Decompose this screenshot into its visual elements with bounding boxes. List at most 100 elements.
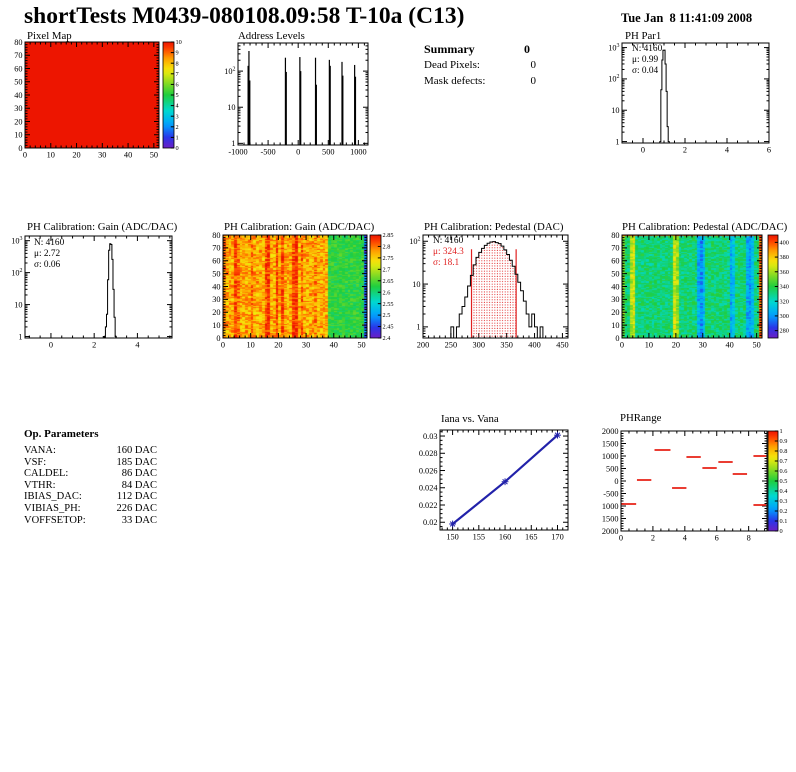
svg-text:6: 6 [176, 82, 179, 89]
svg-text:155: 155 [473, 533, 485, 542]
svg-text:20: 20 [274, 341, 282, 350]
param-label: VSF: [24, 456, 47, 468]
svg-text:0: 0 [221, 341, 225, 350]
svg-text:2.75: 2.75 [383, 255, 394, 262]
chart-title-ph-par1: PH Par1 [625, 30, 662, 42]
summary-row-value: 0 [530, 59, 537, 71]
svg-text:30: 30 [212, 295, 220, 304]
svg-text:102: 102 [608, 74, 619, 84]
param-label: VIBIAS_PH: [24, 502, 81, 514]
svg-text:1: 1 [231, 139, 235, 148]
svg-text:80: 80 [611, 231, 619, 240]
svg-text:20: 20 [212, 308, 220, 317]
svg-text:30: 30 [611, 295, 619, 304]
svg-text:0: 0 [780, 528, 783, 535]
svg-text:20: 20 [672, 341, 680, 350]
report-datetime: Tue Jan 8 11:41:09 2008 [621, 11, 753, 25]
svg-text:0: 0 [49, 341, 53, 350]
gain-map-heatmap [223, 235, 367, 338]
svg-text:2000: 2000 [602, 427, 619, 436]
svg-text:165: 165 [525, 533, 537, 542]
param-value: 86 DAC [121, 468, 157, 480]
param-label: IBIAS_DAC: [24, 491, 82, 503]
svg-text:10: 10 [611, 321, 619, 330]
svg-text:1: 1 [18, 332, 22, 341]
svg-text:0: 0 [614, 477, 618, 486]
svg-text:40: 40 [330, 341, 338, 350]
svg-text:60: 60 [14, 64, 22, 73]
pixel-map-heatmap [25, 42, 159, 148]
svg-text:0.5: 0.5 [780, 478, 788, 485]
svg-text:20: 20 [14, 117, 22, 126]
svg-text:-1000: -1000 [228, 148, 247, 157]
svg-text:400: 400 [528, 341, 540, 350]
svg-text:102: 102 [224, 66, 235, 76]
svg-text:40: 40 [212, 282, 220, 291]
svg-text:350: 350 [500, 341, 512, 350]
svg-text:6: 6 [767, 146, 771, 155]
summary-total: 0 [524, 42, 530, 56]
svg-text:300: 300 [780, 313, 789, 320]
stat-sigma: σ: 0.06 [34, 260, 61, 270]
svg-text:50: 50 [357, 341, 365, 350]
svg-text:2.55: 2.55 [383, 301, 394, 308]
svg-text:0: 0 [619, 534, 623, 543]
summary-row-value: 0 [530, 75, 537, 87]
svg-text:4: 4 [135, 341, 140, 350]
svg-text:4: 4 [725, 146, 730, 155]
param-value: 185 DAC [116, 456, 157, 468]
param-value: 84 DAC [121, 479, 157, 491]
svg-text:0.02: 0.02 [423, 518, 438, 527]
svg-text:340: 340 [780, 284, 789, 291]
svg-text:30: 30 [699, 341, 707, 350]
op-param-row-vibias-ph: VIBIAS_PH: 226 DAC [24, 503, 157, 515]
chart-title-pedestal-map: PH Calibration: Pedestal (ADC/DAC) [622, 221, 788, 233]
svg-text:10: 10 [14, 300, 22, 309]
svg-text:60: 60 [611, 257, 619, 266]
svg-text:8: 8 [176, 60, 179, 67]
chart-title-pixel-map: Pixel Map [27, 30, 72, 42]
svg-text:10: 10 [412, 280, 420, 289]
stat-mean: μ: 324.3 [433, 247, 464, 257]
svg-text:500: 500 [606, 464, 618, 473]
stat-sigma: σ: 0.04 [632, 66, 659, 76]
chart-title-gain-map: PH Calibration: Gain (ADC/DAC) [224, 221, 375, 233]
svg-text:0: 0 [216, 334, 220, 343]
svg-text:6: 6 [715, 534, 719, 543]
svg-text:7: 7 [176, 71, 179, 78]
svg-text:1000: 1000 [602, 452, 619, 461]
svg-text:50: 50 [14, 78, 22, 87]
chart-title-ph-range: PHRange [620, 412, 662, 424]
chart-title-address-levels: Address Levels [238, 30, 305, 42]
svg-text:50: 50 [611, 269, 619, 278]
op-param-row-caldel: CALDEL: 86 DAC [24, 468, 157, 480]
svg-text:320: 320 [780, 298, 789, 305]
param-label: VTHR: [24, 479, 56, 491]
svg-text:1500: 1500 [602, 439, 619, 448]
page-title: shortTests M0439-080108.09:58 T-10a (C13… [24, 3, 465, 29]
svg-text:30: 30 [98, 151, 106, 160]
svg-text:70: 70 [611, 244, 619, 253]
svg-text:500: 500 [322, 148, 334, 157]
svg-text:2000: 2000 [602, 527, 619, 536]
param-value: 112 DAC [116, 491, 157, 503]
svg-text:0.022: 0.022 [419, 501, 438, 510]
svg-text:0.4: 0.4 [780, 488, 789, 495]
svg-text:40: 40 [726, 341, 734, 350]
svg-text:10: 10 [14, 131, 22, 140]
svg-text:10: 10 [227, 103, 235, 112]
svg-text:60: 60 [212, 257, 220, 266]
svg-text:50: 50 [212, 269, 220, 278]
svg-text:2.7: 2.7 [383, 266, 391, 273]
svg-text:70: 70 [212, 244, 220, 253]
svg-text:10: 10 [176, 39, 182, 46]
svg-text:280: 280 [780, 328, 789, 335]
svg-text:40: 40 [124, 151, 132, 160]
svg-text:0.026: 0.026 [419, 466, 438, 475]
svg-text:40: 40 [611, 282, 619, 291]
svg-text:0.03: 0.03 [423, 432, 438, 441]
param-value: 33 DAC [121, 514, 157, 526]
svg-text:0: 0 [620, 341, 624, 350]
op-param-row-ibias-dac: IBIAS_DAC: 112 DAC [24, 491, 157, 503]
svg-text:40: 40 [14, 91, 22, 100]
